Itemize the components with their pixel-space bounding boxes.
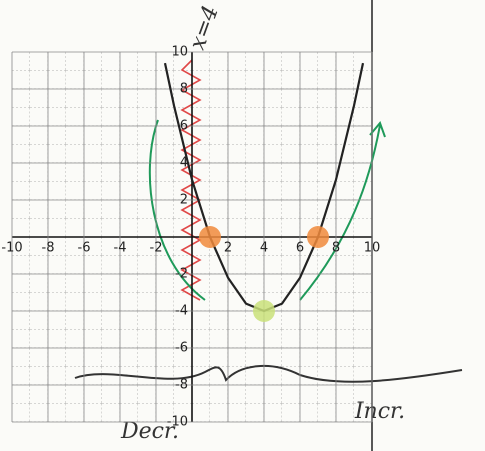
x-tick-label: -8 xyxy=(42,241,55,256)
y-tick-label: -10 xyxy=(167,415,188,430)
y-tick-label: 8 xyxy=(180,82,188,97)
y-tick-label: -8 xyxy=(175,378,188,393)
key-point xyxy=(307,226,329,248)
annotation: x=4 xyxy=(185,2,224,53)
x-tick-label: -6 xyxy=(78,241,91,256)
y-tick-label: 10 xyxy=(171,45,188,60)
y-tick-label: -4 xyxy=(175,304,188,319)
page: {"chart_data": {"type": "line", "annotat… xyxy=(0,0,485,451)
key-point xyxy=(253,300,275,322)
x-tick-label: -4 xyxy=(114,241,127,256)
key-point xyxy=(199,226,221,248)
annotation: Incr. xyxy=(354,399,405,424)
x-tick-label: 8 xyxy=(332,241,340,256)
x-tick-label: -2 xyxy=(150,241,163,256)
x-tick-label: -10 xyxy=(1,241,22,256)
x-tick-label: 4 xyxy=(260,241,268,256)
chart: x=4 Decr. Incr. -10-8-6-4-2246810-10-8-6… xyxy=(0,0,485,451)
y-tick-label: 2 xyxy=(180,193,188,208)
x-tick-label: 10 xyxy=(364,241,381,256)
x-tick-label: 6 xyxy=(296,241,304,256)
y-tick-label: -2 xyxy=(175,267,188,282)
y-tick-label: -6 xyxy=(175,341,188,356)
x-tick-label: 2 xyxy=(224,241,232,256)
